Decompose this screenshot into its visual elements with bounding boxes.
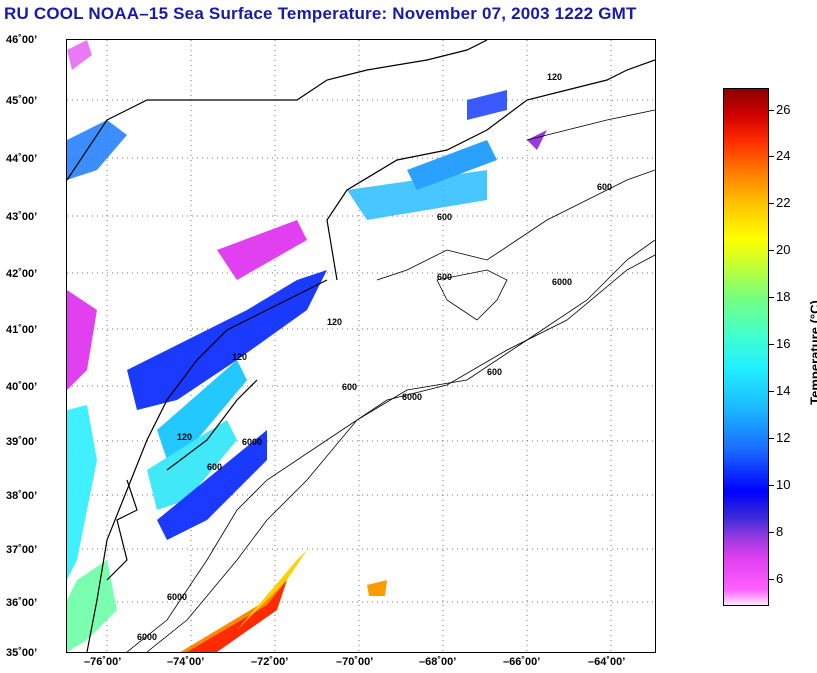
lon-label-66: –66˚00’ bbox=[503, 656, 541, 668]
lat-label-46: 46˚00’ bbox=[6, 34, 38, 46]
sst-map-canvas: 120 600 6000 600 600 120 120 600 6000 12… bbox=[66, 39, 656, 660]
contour-label: 600 bbox=[597, 182, 612, 192]
depth-contours bbox=[126, 109, 656, 653]
contour-label: 120 bbox=[327, 317, 342, 327]
colorbar-tick-26: 26 bbox=[776, 102, 791, 117]
contour-label: 120 bbox=[547, 72, 562, 82]
lat-label-43: 43˚00’ bbox=[6, 211, 38, 223]
lat-label-35: 35˚00’ bbox=[6, 647, 38, 659]
lat-label-45: 45˚00’ bbox=[6, 95, 38, 107]
contour-label: 600 bbox=[437, 212, 452, 222]
colorbar-tick-20: 20 bbox=[776, 242, 791, 257]
contour-label: 6000 bbox=[167, 592, 187, 602]
lat-label-37: 37˚00’ bbox=[6, 544, 38, 556]
contour-label: 600 bbox=[437, 272, 452, 282]
contour-labels: 120 600 6000 600 600 120 120 600 6000 12… bbox=[137, 72, 612, 642]
colorbar-tick-12: 12 bbox=[776, 430, 791, 445]
contour-label: 600 bbox=[342, 382, 357, 392]
lon-label-68: –68˚00’ bbox=[419, 656, 457, 668]
colorbar-tick-14: 14 bbox=[776, 383, 791, 398]
lat-label-40: 40˚00’ bbox=[6, 381, 38, 393]
colorbar-tick-18: 18 bbox=[776, 289, 791, 304]
contour-label: 6000 bbox=[242, 437, 262, 447]
colorbar-title: Temperature (°C) bbox=[807, 300, 817, 405]
contour-label: 6000 bbox=[137, 632, 157, 642]
colorbar-tick-6: 6 bbox=[776, 571, 784, 586]
lat-label-41: 41˚00’ bbox=[6, 324, 38, 336]
contour-label: 600 bbox=[487, 367, 502, 377]
colorbar-tick-24: 24 bbox=[776, 148, 791, 163]
lon-label-64: –64˚00’ bbox=[588, 656, 626, 668]
lon-label-72: –72˚00’ bbox=[251, 656, 289, 668]
lon-label-76: –76˚00’ bbox=[84, 656, 122, 668]
lat-label-39: 39˚00’ bbox=[6, 436, 38, 448]
contour-label: 6000 bbox=[402, 392, 422, 402]
lat-label-36: 36˚00’ bbox=[6, 597, 38, 609]
contour-label: 600 bbox=[207, 462, 222, 472]
colorbar-tick-22: 22 bbox=[776, 195, 791, 210]
coastline bbox=[66, 39, 656, 653]
sst-patches bbox=[67, 40, 547, 660]
contour-label: 120 bbox=[232, 352, 247, 362]
lon-label-74: –74˚00’ bbox=[167, 656, 205, 668]
lat-label-38: 38˚00’ bbox=[6, 490, 38, 502]
temperature-colorbar bbox=[723, 88, 769, 606]
colorbar-tick-8: 8 bbox=[776, 524, 784, 539]
colorbar-tick-10: 10 bbox=[776, 477, 791, 492]
sst-map: 120 600 6000 600 600 120 120 600 6000 12… bbox=[66, 39, 656, 660]
map-title: RU COOL NOAA–15 Sea Surface Temperature:… bbox=[4, 4, 637, 23]
lat-label-42: 42˚00’ bbox=[6, 268, 38, 280]
map-grid bbox=[67, 40, 655, 652]
contour-label: 120 bbox=[177, 432, 192, 442]
lat-label-44: 44˚00’ bbox=[6, 153, 38, 165]
lon-label-70: –70˚00’ bbox=[336, 656, 374, 668]
colorbar-tick-16: 16 bbox=[776, 336, 791, 351]
contour-label: 6000 bbox=[552, 277, 572, 287]
